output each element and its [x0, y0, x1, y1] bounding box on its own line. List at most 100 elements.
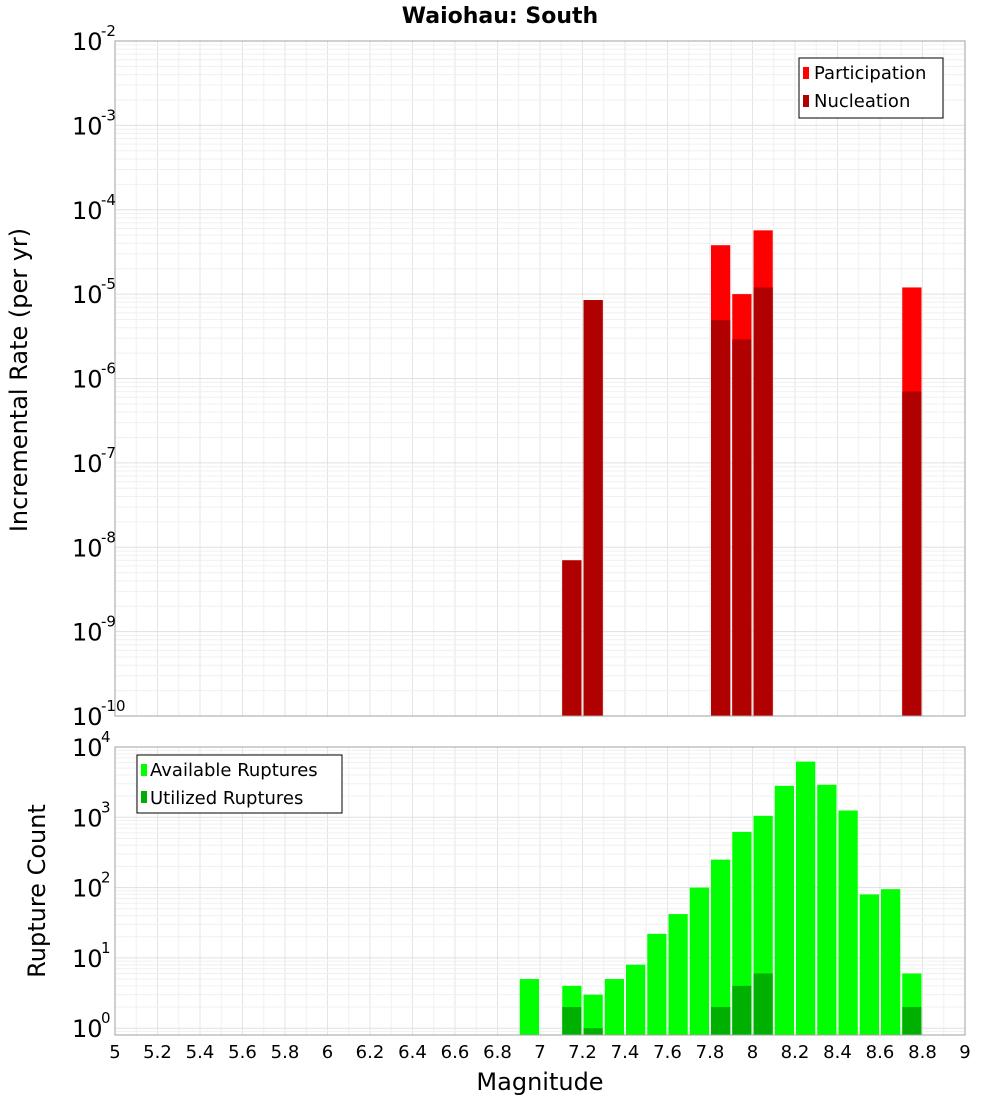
legend-swatch-nucleation	[803, 95, 809, 107]
legend-label-available: Available Ruptures	[150, 760, 318, 781]
bottom-y-tick-exponent: 4	[101, 728, 111, 746]
x-tick-label: 5.8	[271, 1042, 300, 1063]
x-tick-label: 7.4	[611, 1042, 640, 1063]
bottom-bar-available-ruptures	[796, 761, 816, 1035]
top-chart-legend: Participation Nucleation	[798, 57, 944, 119]
x-tick-label: 6.6	[441, 1042, 470, 1063]
top-y-tick-exponent: -3	[101, 106, 116, 124]
top-y-tick-label: 10	[72, 534, 103, 562]
top-legend-box	[798, 57, 944, 119]
top-bar-nucleation	[711, 320, 731, 716]
top-y-tick-exponent: -5	[101, 275, 116, 293]
x-tick-label: 8.6	[866, 1042, 895, 1063]
top-y-tick-exponent: -4	[101, 191, 116, 209]
top-plot-frame	[114, 40, 966, 717]
legend-label-nucleation: Nucleation	[814, 91, 910, 112]
bottom-bar-available-ruptures	[689, 887, 709, 1035]
top-y-tick-label: 10	[72, 197, 103, 225]
bottom-y-tick-label: 10	[72, 734, 103, 762]
x-tick-label: 7	[534, 1042, 545, 1063]
bottom-chart-legend: Available Ruptures Utilized Ruptures	[136, 754, 343, 814]
top-y-tick-label: 10	[72, 366, 103, 394]
bottom-bar-available-ruptures	[626, 964, 646, 1035]
x-tick-label: 6	[322, 1042, 333, 1063]
bottom-y-tick-exponent: 3	[101, 798, 111, 816]
chart-title: Waiohau: South	[402, 4, 598, 29]
top-y-tick-exponent: -10	[101, 697, 126, 715]
bottom-bar-utilized-ruptures	[753, 973, 773, 1035]
bottom-bar-available-ruptures	[583, 994, 603, 1035]
top-y-tick-label: 10	[72, 450, 103, 478]
x-tick-label: 5.6	[228, 1042, 257, 1063]
bottom-chart-bars	[519, 761, 922, 1035]
x-tick-label: 8.2	[781, 1042, 810, 1063]
top-bar-nucleation	[562, 560, 582, 716]
legend-label-participation: Participation	[814, 63, 926, 84]
bottom-bar-available-ruptures	[711, 859, 731, 1035]
bottom-y-tick-exponent: 0	[101, 1009, 111, 1027]
x-tick-label: 5.2	[143, 1042, 172, 1063]
bottom-bar-available-ruptures	[647, 933, 667, 1035]
bottom-bar-available-ruptures	[817, 784, 837, 1035]
bottom-bar-available-ruptures	[604, 979, 624, 1035]
bottom-y-axis-label: Rupture Count	[23, 804, 51, 978]
x-tick-label: 8	[747, 1042, 758, 1063]
top-y-tick-label: 10	[72, 112, 103, 140]
bottom-bar-utilized-ruptures	[711, 1007, 731, 1035]
top-y-tick-exponent: -2	[101, 22, 116, 40]
legend-swatch-available	[141, 764, 147, 776]
legend-swatch-participation	[803, 67, 809, 79]
x-tick-label: 5	[109, 1042, 120, 1063]
x-axis-label: Magnitude	[476, 1068, 603, 1096]
bottom-bar-available-ruptures	[859, 894, 879, 1035]
x-tick-label: 9	[959, 1042, 970, 1063]
top-chart-grid	[114, 40, 966, 717]
top-bar-nucleation	[732, 339, 752, 716]
x-tick-label: 7.2	[568, 1042, 597, 1063]
bottom-bar-available-ruptures	[881, 889, 901, 1035]
top-y-tick-label: 10	[72, 703, 103, 731]
x-tick-label: 6.4	[398, 1042, 427, 1063]
top-y-tick-exponent: -9	[101, 613, 116, 631]
bottom-bar-available-ruptures	[774, 785, 794, 1035]
bottom-bar-available-ruptures	[668, 914, 688, 1035]
bottom-bar-utilized-ruptures	[562, 1007, 582, 1035]
top-y-tick-label: 10	[72, 281, 103, 309]
top-y-tick-exponent: -7	[101, 444, 116, 462]
bottom-bar-available-ruptures	[519, 979, 539, 1035]
x-tick-label: 7.6	[653, 1042, 682, 1063]
x-tick-label: 8.8	[908, 1042, 937, 1063]
top-bar-nucleation	[902, 391, 922, 716]
bottom-y-tick-exponent: 1	[101, 939, 111, 957]
bottom-bar-utilized-ruptures	[902, 1007, 922, 1035]
top-y-tick-label: 10	[72, 28, 103, 56]
legend-swatch-utilized	[141, 791, 147, 803]
bottom-bar-utilized-ruptures	[583, 1028, 603, 1035]
bottom-y-tick-label: 10	[72, 875, 103, 903]
top-y-tick-label: 10	[72, 619, 103, 647]
x-tick-label: 6.8	[483, 1042, 512, 1063]
bottom-y-tick-label: 10	[72, 1015, 103, 1043]
bottom-y-tick-label: 10	[72, 945, 103, 973]
legend-label-utilized: Utilized Ruptures	[150, 788, 303, 809]
top-y-tick-exponent: -8	[101, 528, 116, 546]
bottom-plot-frame	[114, 746, 966, 1036]
x-tick-label: 7.8	[696, 1042, 725, 1063]
bottom-bar-available-ruptures	[732, 831, 752, 1035]
top-y-axis-label: Incremental Rate (per yr)	[5, 228, 33, 532]
x-tick-label: 5.4	[186, 1042, 215, 1063]
top-bar-nucleation	[583, 300, 603, 716]
top-bar-nucleation	[753, 287, 773, 716]
x-tick-label: 8.4	[823, 1042, 852, 1063]
x-axis-ticks: 5 5.2 5.4 5.6 5.8 6 6.2 6.4 6.6 6.8 7 7.2 7.4 7.6 7.8 8…	[109, 1042, 970, 1063]
top-chart-bars	[562, 230, 922, 717]
bottom-legend-box	[136, 754, 343, 814]
top-y-tick-exponent: -6	[101, 360, 116, 378]
bottom-y-tick-exponent: 2	[101, 869, 111, 887]
bottom-y-tick-label: 10	[72, 804, 103, 832]
